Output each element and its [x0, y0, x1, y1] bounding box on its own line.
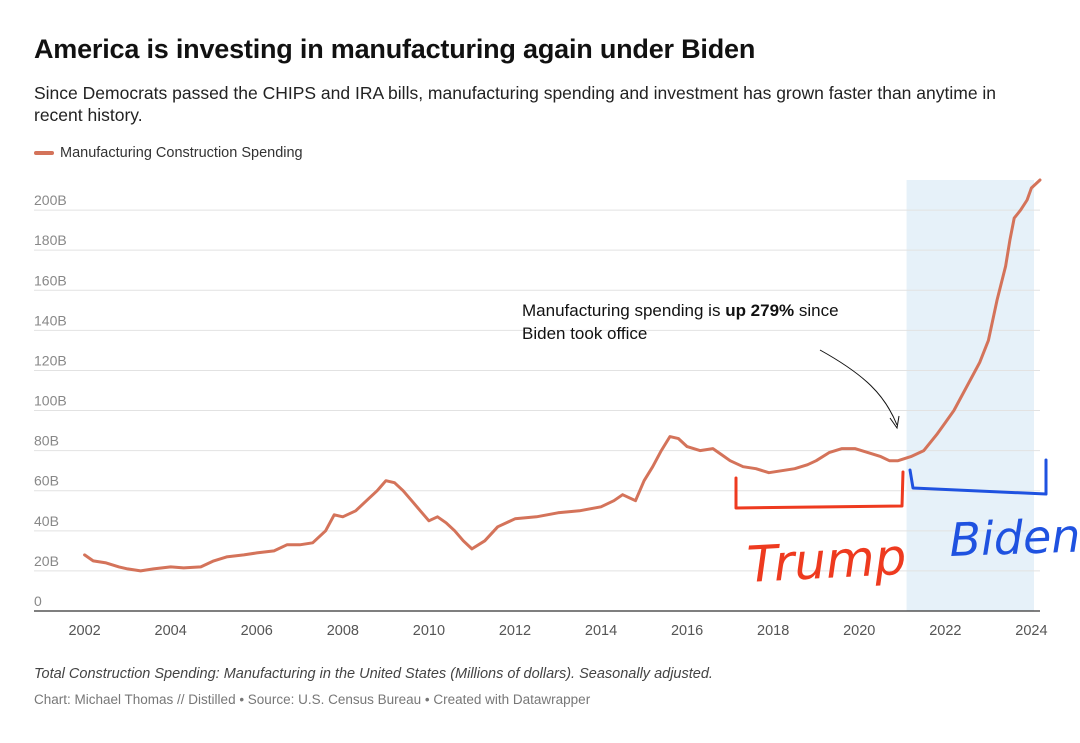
- x-tick-label: 2006: [241, 623, 273, 639]
- x-tick-label: 2002: [68, 623, 100, 639]
- chart-subtitle: Since Democrats passed the CHIPS and IRA…: [34, 83, 997, 125]
- chart-credits: Chart: Michael Thomas // Distilled • Sou…: [34, 692, 591, 707]
- legend-label: Manufacturing Construction Spending: [60, 145, 303, 161]
- x-axis-tick-labels: 2002 2004 2006 2008 2010 2012 2014 2016 2018 2020…: [68, 623, 1047, 639]
- chart-notes: Total Construction Spending: Manufacturi…: [34, 666, 713, 682]
- x-tick-label: 2020: [843, 623, 875, 639]
- y-tick-label: 80B: [34, 433, 59, 449]
- trump-handwriting: Trump: [746, 528, 908, 594]
- y-tick-label: 40B: [34, 513, 59, 529]
- legend-swatch: [34, 151, 54, 155]
- y-tick-label: 200B: [34, 192, 67, 208]
- handwritten-trump-bracket: Trump: [734, 470, 908, 594]
- x-tick-label: 2018: [757, 623, 789, 639]
- x-tick-label: 2016: [671, 623, 703, 639]
- biden-bracket-icon: [908, 458, 1048, 496]
- biden-shaded-region: [906, 180, 1034, 611]
- annotation-bold: up 279%: [725, 301, 794, 320]
- x-tick-label: 2008: [327, 623, 359, 639]
- y-tick-label: 100B: [34, 393, 67, 409]
- x-tick-label: 2010: [413, 623, 445, 639]
- y-tick-label: 160B: [34, 272, 67, 288]
- annotation-pre: Manufacturing spending is: [522, 301, 725, 320]
- y-axis-tick-labels: 0 20B 40B 60B 80B 100B 120B 140B 160B 180B 200B: [34, 192, 67, 609]
- annotation-arrow: [819, 349, 898, 426]
- y-tick-label: 180B: [34, 232, 67, 248]
- x-tick-label: 2022: [929, 623, 961, 639]
- x-tick-label: 2014: [585, 623, 617, 639]
- x-tick-label: 2024: [1015, 623, 1047, 639]
- annotation-arrowhead: [889, 415, 900, 430]
- y-tick-label: 60B: [34, 473, 59, 489]
- y-tick-label: 140B: [34, 312, 67, 328]
- series-line: [83, 178, 1042, 573]
- annotation-line-2: Biden took office: [522, 324, 647, 343]
- y-tick-label: 0: [34, 593, 42, 609]
- x-tick-label: 2004: [155, 623, 187, 639]
- annotation: Manufacturing spending is up 279% since …: [522, 301, 900, 430]
- annotation-line-1: Manufacturing spending is up 279% since: [522, 301, 839, 320]
- handwritten-biden-bracket: Biden: [908, 458, 1080, 567]
- annotation-post: since: [794, 301, 838, 320]
- y-tick-label: 120B: [34, 352, 67, 368]
- trump-bracket-icon: [734, 470, 905, 510]
- x-tick-label: 2012: [499, 623, 531, 639]
- legend: Manufacturing Construction Spending: [34, 145, 303, 161]
- biden-handwriting: Biden: [948, 508, 1080, 567]
- grid-lines: [34, 209, 1040, 612]
- y-tick-label: 20B: [34, 553, 59, 569]
- chart-title: America is investing in manufacturing ag…: [34, 34, 756, 64]
